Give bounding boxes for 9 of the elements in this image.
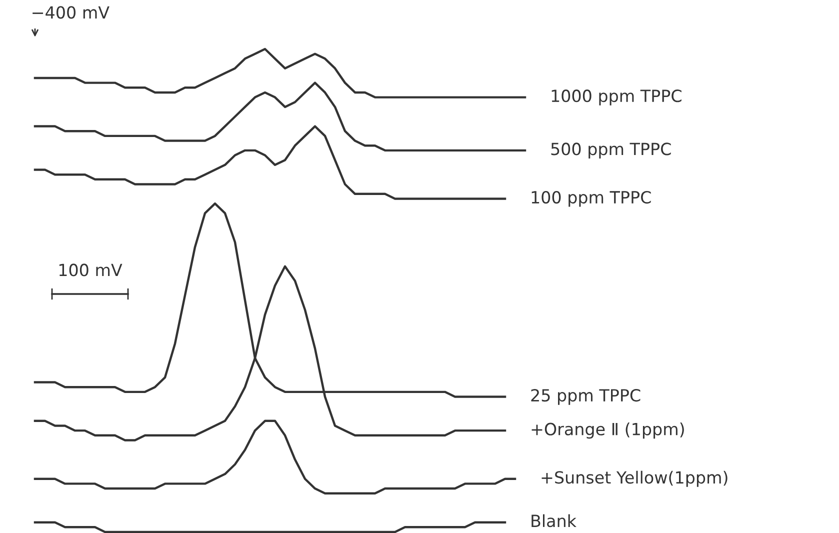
annotation: 100 mV (59, 264, 122, 276)
series-label: Blank (532, 514, 576, 528)
series-label: 25 ppm TPPC (531, 388, 640, 405)
series-label: +Sunset Yellow(1ppm) (542, 470, 728, 487)
series-label: +Orange Ⅱ (1ppm) (532, 422, 684, 439)
series-label: 100 ppm TPPC (532, 190, 651, 207)
series-label: 1000 ppm TPPC (552, 90, 682, 106)
text: −400 mV (32, 6, 110, 19)
series-label: 500 ppm TPPC (551, 142, 671, 158)
